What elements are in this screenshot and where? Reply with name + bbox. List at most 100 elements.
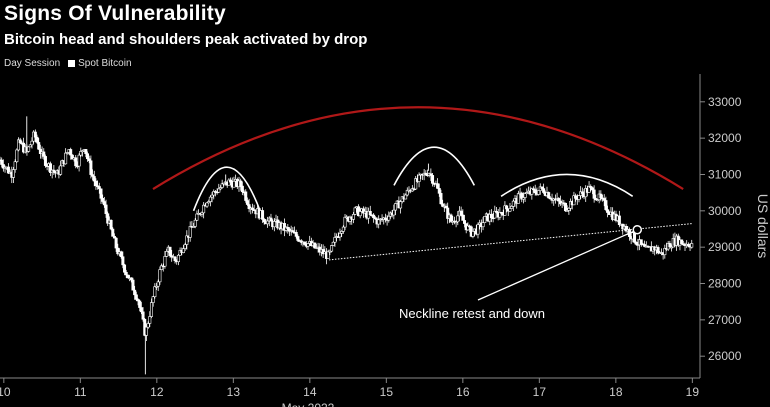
trend-arc xyxy=(152,106,684,190)
candle-body xyxy=(516,193,520,204)
candle-body xyxy=(232,180,236,188)
candle-body xyxy=(580,191,584,194)
candle-body xyxy=(146,323,150,328)
candle-body xyxy=(38,148,42,154)
candle-body xyxy=(399,201,403,209)
candle-body xyxy=(338,233,342,238)
candle-body xyxy=(392,209,396,216)
candle-body xyxy=(261,210,265,220)
candle-body xyxy=(218,187,222,190)
x-tick-label: 17 xyxy=(533,385,547,399)
candle-body xyxy=(89,160,93,175)
candle-body xyxy=(272,221,276,228)
candle-body xyxy=(15,149,19,163)
candle-body xyxy=(587,186,591,193)
legend: Day Session Spot Bitcoin xyxy=(4,58,132,69)
candle-body xyxy=(65,152,69,154)
candle-body xyxy=(114,237,118,249)
candle-body xyxy=(331,241,335,246)
candle-body xyxy=(210,194,214,198)
candle-body xyxy=(134,294,138,300)
candle-body xyxy=(13,161,17,170)
candle-body xyxy=(173,256,177,262)
candle-body xyxy=(429,173,433,176)
candle-body xyxy=(52,169,56,172)
candle-body xyxy=(86,153,90,160)
candle-body xyxy=(282,223,286,231)
candle-body xyxy=(592,189,596,199)
candle-body xyxy=(557,198,561,202)
candle-body xyxy=(353,207,357,215)
candle-body xyxy=(505,205,509,210)
candle-body xyxy=(548,197,552,200)
candle-body xyxy=(48,163,52,173)
candle-body xyxy=(387,215,391,221)
candle-body xyxy=(532,188,536,191)
candle-body xyxy=(639,239,643,245)
candle-body xyxy=(595,199,599,201)
candle-body xyxy=(80,150,84,153)
x-tick-label: 15 xyxy=(380,385,394,399)
candle-body xyxy=(158,269,162,283)
candle-body xyxy=(28,144,32,148)
candle-body xyxy=(405,189,409,196)
chart-subtitle: Bitcoin head and shoulders peak activate… xyxy=(4,31,368,48)
candle-body xyxy=(121,256,125,266)
candle-body xyxy=(296,236,300,241)
candle-body xyxy=(131,279,135,291)
candle-body xyxy=(362,208,366,214)
candle-body xyxy=(439,193,443,205)
y-tick-label: 28000 xyxy=(708,277,742,291)
candle-body xyxy=(313,242,317,249)
candle-body xyxy=(358,211,362,217)
x-tick-label: 19 xyxy=(686,385,700,399)
candle-body xyxy=(606,209,610,213)
candle-body xyxy=(141,311,145,320)
candle-body xyxy=(437,188,441,194)
x-tick-label: 16 xyxy=(456,385,470,399)
candle-body xyxy=(604,200,608,210)
candle-body xyxy=(446,207,450,219)
candle-body xyxy=(287,228,291,232)
candle-body xyxy=(291,230,295,233)
candle-body xyxy=(185,235,189,245)
candle-body xyxy=(227,179,231,186)
candle-body xyxy=(589,186,593,189)
candle-body xyxy=(533,189,537,194)
candle-body xyxy=(326,250,330,259)
candle-body xyxy=(138,300,142,308)
candle-body xyxy=(511,200,515,207)
candle-body xyxy=(148,316,152,324)
candle-body xyxy=(468,225,472,228)
candle-body xyxy=(634,241,638,245)
candle-body xyxy=(139,307,143,313)
candle-body xyxy=(97,186,101,190)
annotation-pointer xyxy=(477,229,638,301)
y-tick-label: 32000 xyxy=(708,131,742,145)
candle-body xyxy=(680,239,684,245)
candle-body xyxy=(84,149,88,154)
candle-body xyxy=(202,204,206,214)
candle-body xyxy=(101,198,105,202)
candle-body xyxy=(343,216,347,228)
candle-body xyxy=(266,220,270,225)
candle-body xyxy=(27,146,31,152)
neckline xyxy=(328,223,693,261)
candle-body xyxy=(240,185,244,193)
candle-body xyxy=(11,169,15,178)
candle-body xyxy=(303,241,307,245)
candle-body xyxy=(306,243,310,247)
candle-body xyxy=(1,164,5,169)
candle-body xyxy=(299,240,303,243)
candle-body xyxy=(153,286,157,297)
candle-body xyxy=(104,204,108,214)
candle-body xyxy=(207,201,211,204)
candle-body xyxy=(244,191,248,201)
candle-body xyxy=(602,198,606,201)
candle-body xyxy=(444,205,448,209)
candle-body xyxy=(42,151,46,157)
legend-item-spot-bitcoin: Spot Bitcoin xyxy=(68,58,132,69)
candle-body xyxy=(368,210,372,216)
candle-body xyxy=(112,236,116,239)
